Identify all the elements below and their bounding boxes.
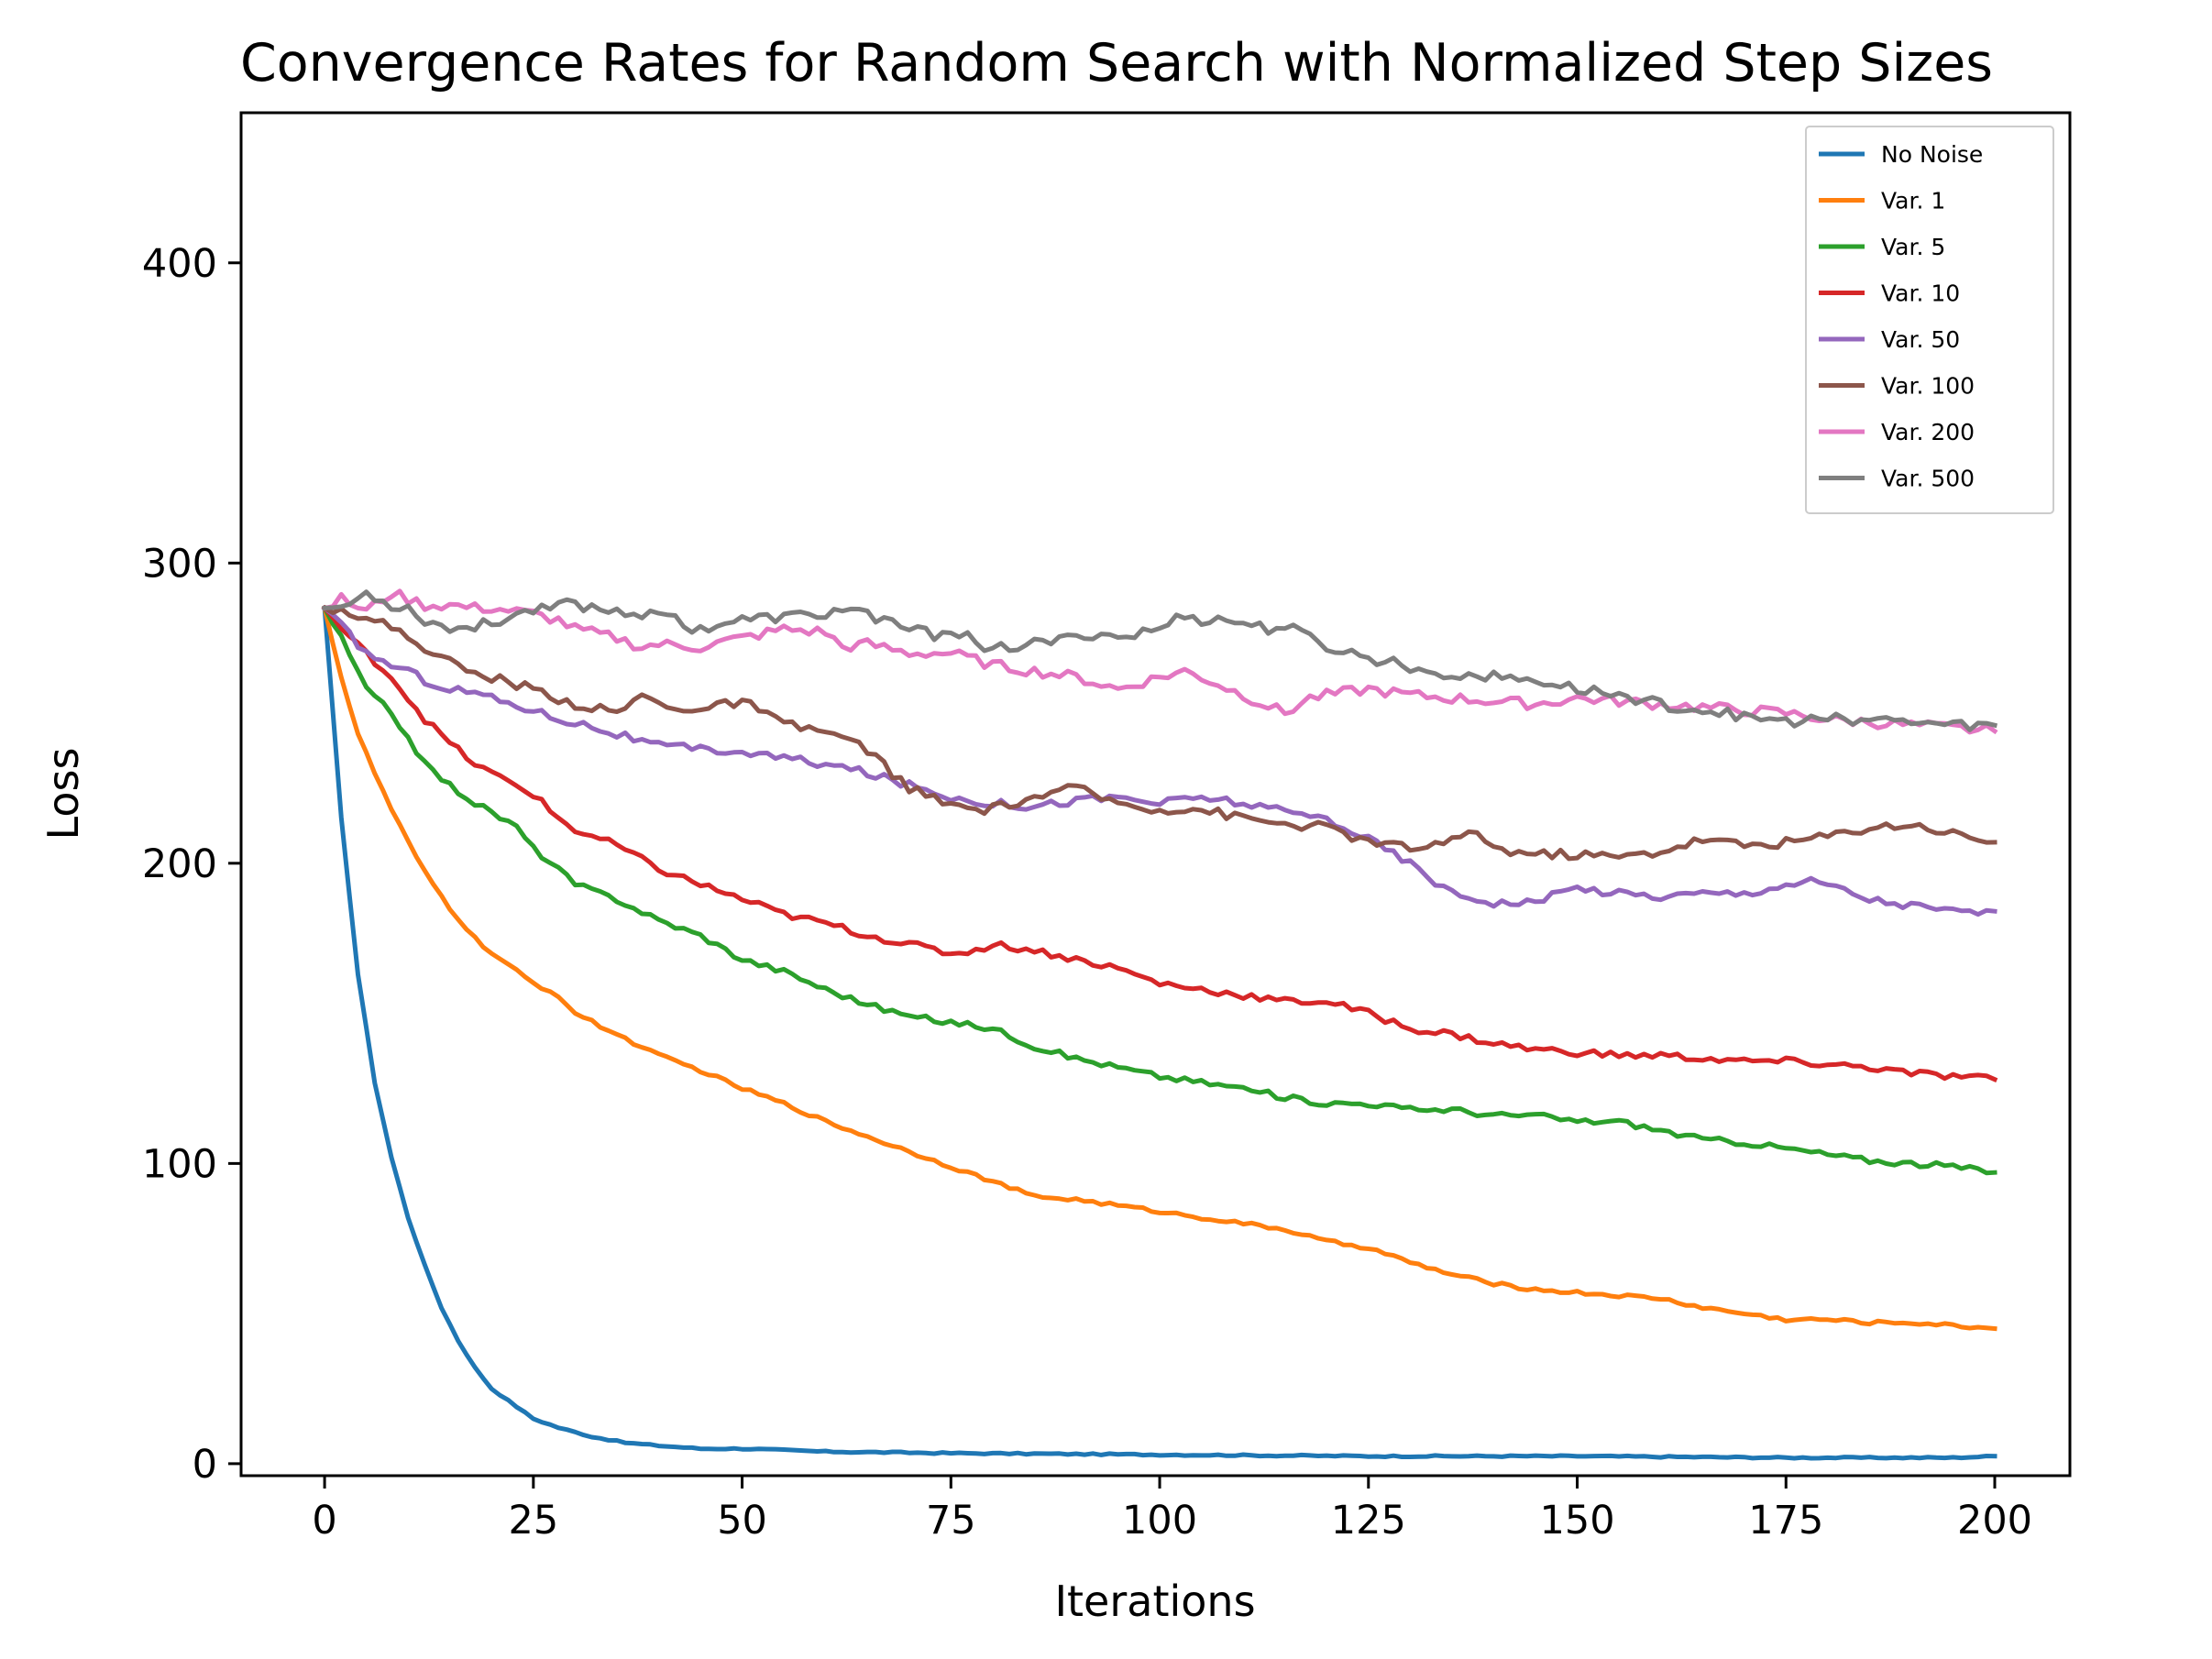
legend: No Noise Var. 1 Var. 5 Var. 10 Var. 50 Var. 1… [1805, 126, 2054, 514]
x-axis: 0 25 50 75 100 125 150 175 200 [312, 1476, 2032, 1544]
legend-label-var-1: Var. 1 [1881, 188, 1945, 214]
x-tick-label: 100 [1122, 1498, 1197, 1544]
series-line-var-200 [322, 588, 1998, 735]
legend-label-var-200: Var. 200 [1881, 419, 1975, 445]
legend-label-var-100: Var. 100 [1881, 373, 1975, 400]
legend-label-no-noise: No Noise [1881, 141, 1983, 168]
chart-title: Convergence Rates for Random Search with… [240, 33, 1993, 93]
series-group [321, 588, 1998, 1461]
x-tick-label: 200 [1957, 1498, 2032, 1544]
plot-area-frame [239, 111, 2072, 1478]
x-tick-label: 0 [312, 1498, 336, 1544]
y-tick-label: 100 [142, 1141, 217, 1187]
legend-label-var-5: Var. 5 [1881, 234, 1945, 260]
series-line-var-1 [322, 605, 1997, 1332]
y-tick-label: 400 [142, 241, 217, 287]
series-line-var-100 [321, 604, 1997, 862]
x-tick-label: 125 [1331, 1498, 1406, 1544]
y-axis-label: Loss [39, 748, 88, 840]
series-line-var-5 [321, 605, 1997, 1176]
y-tick-label: 200 [142, 841, 217, 887]
legend-label-var-500: Var. 500 [1881, 466, 1975, 492]
x-tick-label: 50 [717, 1498, 767, 1544]
y-tick-label: 300 [142, 541, 217, 587]
series-line-var-50 [321, 604, 1997, 917]
series-line-var-10 [321, 604, 1998, 1082]
x-tick-label: 25 [508, 1498, 558, 1544]
x-tick-label: 150 [1539, 1498, 1614, 1544]
x-tick-label: 75 [926, 1498, 976, 1544]
series-line-var-500 [322, 589, 1997, 732]
y-tick-label: 0 [193, 1442, 217, 1488]
series-line-no-noise [322, 605, 1997, 1461]
x-tick-label: 175 [1748, 1498, 1823, 1544]
legend-box [1805, 126, 2054, 514]
y-axis: 0 100 200 300 400 [142, 241, 241, 1488]
legend-label-var-50: Var. 50 [1881, 326, 1960, 353]
legend-label-var-10: Var. 10 [1881, 280, 1960, 307]
x-axis-label: Iterations [1054, 1577, 1255, 1626]
